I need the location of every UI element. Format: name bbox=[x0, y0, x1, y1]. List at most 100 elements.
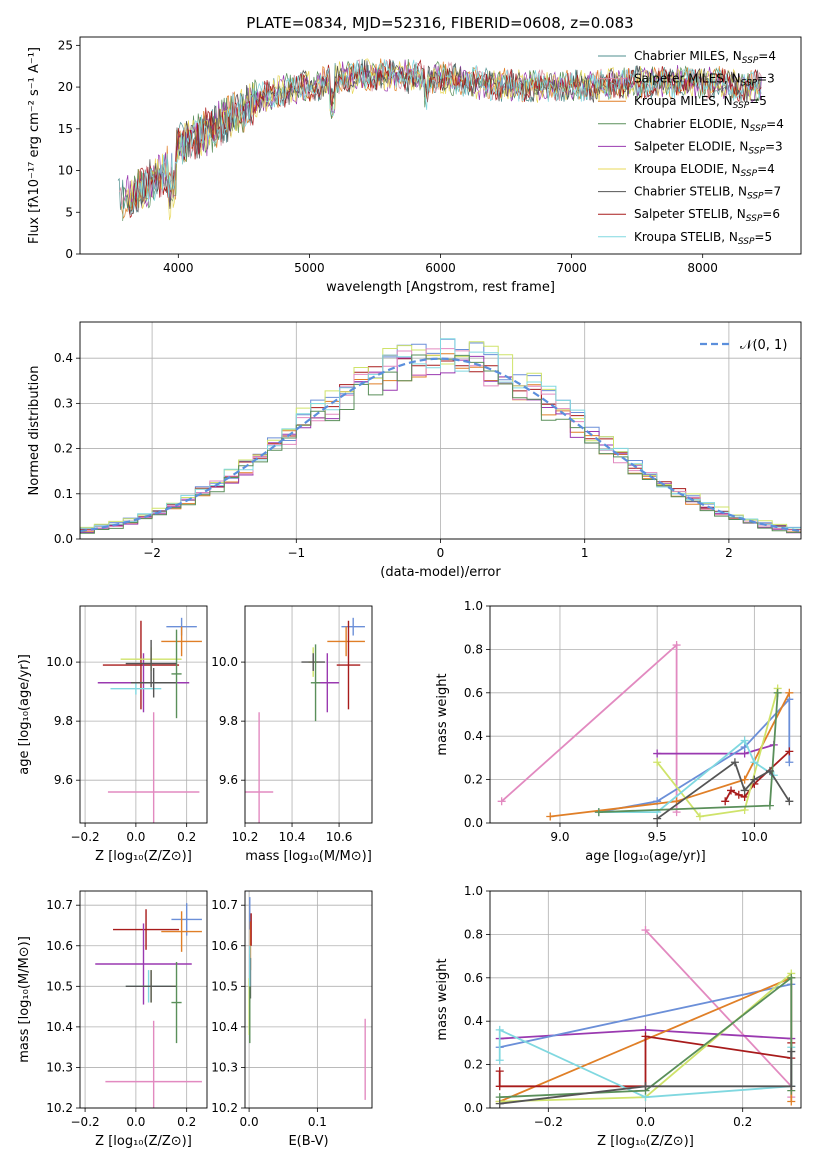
y-tick-label: 10.3 bbox=[211, 1060, 238, 1074]
y-tick-label: 10.6 bbox=[46, 939, 73, 953]
x-tick-label: 7000 bbox=[556, 261, 587, 275]
y-tick-label: 0.8 bbox=[464, 642, 483, 656]
x-tick-label: −0.2 bbox=[71, 830, 100, 844]
weight-marker bbox=[750, 758, 759, 767]
legend-entry: Chabrier STELIB, NSSP=7 bbox=[634, 185, 781, 202]
y-tick-label: 0.4 bbox=[464, 1014, 483, 1028]
x-axis-label: age [log₁₀(age/yr)] bbox=[585, 849, 706, 864]
y-tick-label: 0.2 bbox=[464, 1058, 483, 1072]
plot-area-ebv-mass bbox=[248, 897, 366, 1100]
x-axis-label: Z [log₁₀(Z/Z⊙)] bbox=[597, 1134, 694, 1149]
y-tick-label: 0 bbox=[65, 247, 73, 261]
y-tick-label: 1.0 bbox=[464, 884, 483, 898]
weight-marker bbox=[695, 812, 704, 821]
panel-z-weight: −0.2 0.0 0.2 0.0 0.2 0.4 0.6 0.8 1.0 Z [log₁₀(Z/Z… bbox=[435, 884, 802, 1149]
x-tick-label: 10.6 bbox=[326, 830, 353, 844]
x-tick-label: 10.4 bbox=[279, 830, 306, 844]
y-axis-label: Normed distribution bbox=[27, 366, 42, 496]
plot-area-residuals bbox=[80, 338, 801, 534]
x-tick-label: 0.1 bbox=[308, 1115, 327, 1129]
y-tick-label: 0.0 bbox=[464, 1101, 483, 1115]
panel-age-weight: 9.0 9.5 10.0 0.0 0.2 0.4 0.6 0.8 1.0 age [log₁₀(a… bbox=[435, 599, 802, 864]
axes-frame bbox=[244, 605, 373, 824]
y-tick-label: 9.8 bbox=[219, 714, 238, 728]
y-tick-label: 10.7 bbox=[46, 898, 73, 912]
legend-entry: Kroupa STELIB, NSSP=5 bbox=[634, 230, 772, 247]
plot-area-z-age bbox=[97, 617, 202, 823]
weight-marker bbox=[750, 775, 759, 784]
x-axis-label: E(B-V) bbox=[288, 1134, 328, 1149]
panel-spectrum: 4000 5000 6000 7000 8000 0 5 10 15 20 25 wavelength… bbox=[27, 36, 802, 295]
weight-marker bbox=[495, 1056, 504, 1065]
y-tick-label: 15 bbox=[58, 122, 73, 136]
weight-marker bbox=[740, 775, 749, 784]
legend-entry: Salpeter MILES, NSSP=3 bbox=[634, 72, 775, 89]
axes-frame bbox=[79, 36, 802, 255]
weight-marker bbox=[653, 758, 662, 767]
plot-area-z-mass bbox=[95, 903, 202, 1108]
x-tick-label: 8000 bbox=[687, 261, 718, 275]
y-tick-label: 10.0 bbox=[211, 655, 238, 669]
y-axis-label: mass weight bbox=[435, 958, 450, 1040]
y-tick-label: 10.2 bbox=[211, 1101, 238, 1115]
weight-series-line bbox=[656, 688, 779, 818]
y-tick-label: 10.7 bbox=[211, 898, 238, 912]
weight-marker bbox=[740, 736, 749, 745]
y-tick-label: 0.2 bbox=[54, 442, 73, 456]
y-tick-label: 9.6 bbox=[54, 773, 73, 787]
plot-area-mass-age bbox=[245, 617, 365, 823]
weight-marker bbox=[785, 688, 794, 697]
y-tick-label: 10.2 bbox=[46, 1101, 73, 1115]
x-tick-label: 0.0 bbox=[126, 830, 145, 844]
y-tick-label: 0.3 bbox=[54, 396, 73, 410]
weight-marker bbox=[727, 786, 736, 795]
legend-entry: Salpeter STELIB, NSSP=6 bbox=[634, 207, 780, 224]
grid-z-age bbox=[80, 606, 207, 823]
y-tick-label: 0.4 bbox=[464, 729, 483, 743]
x-tick-label: 0.2 bbox=[733, 1115, 752, 1129]
y-tick-label: 0.0 bbox=[54, 532, 73, 546]
panel-z-mass: −0.2 0.0 0.2 10.2 10.3 10.4 10.5 10.6 10.7 Z [log… bbox=[17, 890, 208, 1149]
weight-marker bbox=[594, 808, 603, 817]
y-tick-label: 10.5 bbox=[211, 979, 238, 993]
weight-marker bbox=[495, 1099, 504, 1108]
spectrum-line bbox=[120, 58, 761, 219]
histogram-series bbox=[80, 354, 801, 534]
x-tick-label: 6000 bbox=[425, 261, 456, 275]
y-tick-label: 9.8 bbox=[54, 714, 73, 728]
x-axis-label: Z [log₁₀(Z/Z⊙)] bbox=[95, 1134, 192, 1149]
weight-marker bbox=[785, 758, 794, 767]
weight-marker bbox=[730, 758, 739, 767]
y-axis-label: age [log₁₀(age/yr)] bbox=[17, 654, 32, 775]
y-axis-label: Flux [fλ10⁻¹⁷ erg cm⁻² s⁻¹ A⁻¹] bbox=[27, 47, 42, 244]
panel-mass-age: 10.2 10.4 10.6 9.6 9.8 10.0 mass [log₁₀(M/M⊙)] bbox=[211, 605, 373, 864]
weight-marker bbox=[653, 814, 662, 823]
y-tick-label: 20 bbox=[58, 80, 73, 94]
weight-marker bbox=[734, 790, 743, 799]
x-axis-label: mass [log₁₀(M/M⊙)] bbox=[245, 849, 372, 864]
weight-marker bbox=[785, 747, 794, 756]
y-tick-label: 10.5 bbox=[46, 979, 73, 993]
x-tick-label: 0.0 bbox=[126, 1115, 145, 1129]
y-tick-label: 0.8 bbox=[464, 927, 483, 941]
weight-marker bbox=[785, 797, 794, 806]
x-tick-label: 10.0 bbox=[741, 830, 768, 844]
x-tick-label: 0.0 bbox=[636, 1115, 655, 1129]
weight-marker bbox=[765, 801, 774, 810]
y-tick-label: 10.4 bbox=[46, 1020, 73, 1034]
x-tick-label: 0 bbox=[437, 546, 445, 560]
x-tick-label: 0.2 bbox=[177, 830, 196, 844]
legend: Chabrier MILES, NSSP=4 Salpeter MILES, NS… bbox=[598, 49, 784, 247]
weight-marker bbox=[641, 1082, 650, 1091]
weight-marker bbox=[773, 688, 782, 697]
axes-frame bbox=[489, 605, 802, 824]
axes-frame bbox=[244, 890, 373, 1109]
x-tick-label: 0.0 bbox=[240, 1115, 259, 1129]
y-axis-label: mass [log₁₀(M/M⊙)] bbox=[17, 936, 32, 1063]
axes-frame bbox=[79, 605, 208, 824]
weight-marker bbox=[787, 1047, 796, 1056]
legend-entry: Salpeter ELODIE, NSSP=3 bbox=[634, 139, 783, 156]
x-tick-label: 2 bbox=[725, 546, 733, 560]
weight-marker bbox=[740, 786, 749, 795]
plot-area-age-weight bbox=[497, 641, 794, 823]
